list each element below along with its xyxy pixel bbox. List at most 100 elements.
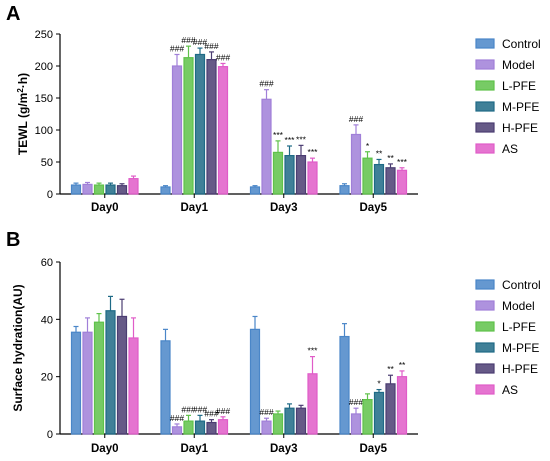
legend-label-h-pfe: H-PFE [502, 121, 538, 135]
y-tick-label: 40 [41, 314, 53, 326]
significance-label: ** [387, 153, 394, 163]
legend-swatch-m-pfe [475, 342, 495, 353]
bar-control-day1 [160, 186, 171, 195]
y-axis-label: Surface hydration(AU) [11, 284, 25, 411]
legend-swatch-as [475, 384, 495, 395]
legend-label-as: AS [502, 142, 518, 156]
significance-label: *** [397, 157, 408, 167]
legend-swatch-h-pfe [475, 363, 495, 374]
bar-model-day0 [82, 183, 93, 195]
bar-model-day3 [261, 98, 272, 195]
bar-model-day3 [261, 420, 272, 435]
legend-swatch-model [475, 300, 495, 311]
bar-h-pfe-day0 [116, 315, 128, 435]
significance-label: ### [204, 41, 218, 51]
significance-label: ** [376, 148, 383, 158]
y-axis-label: TEWL (g/m2·h) [16, 73, 31, 155]
y-tick-label: 0 [47, 189, 53, 201]
panel-label: A [6, 3, 20, 25]
bar-as-day0 [128, 337, 139, 435]
bar-control-day1 [160, 340, 171, 435]
significance-label: ### [259, 79, 273, 89]
bar-model-day1 [171, 426, 183, 435]
significance-label: ### [349, 114, 363, 124]
legend-swatch-h-pfe [475, 122, 495, 133]
bar-h-pfe-day1 [206, 421, 217, 435]
bar-m-pfe-day1 [194, 53, 206, 195]
significance-label: * [377, 379, 381, 389]
legend-label-as: AS [502, 383, 518, 397]
bar-h-pfe-day5 [385, 383, 396, 435]
x-category-label: Day0 [91, 202, 119, 214]
legend-swatch-as [475, 143, 495, 154]
significance-label: ### [216, 406, 230, 416]
x-category-label: Day3 [270, 202, 298, 214]
x-category-label: Day5 [360, 443, 388, 455]
bar-h-pfe-day5 [385, 167, 396, 195]
legend: Control Model L-PFE M-PFE H-PFE AS [475, 278, 541, 397]
significance-label: ### [170, 413, 184, 423]
x-category-label: Day1 [181, 443, 209, 455]
bar-as-day5 [396, 376, 408, 435]
panel-label: B [6, 229, 20, 251]
bar-m-pfe-day5 [373, 391, 385, 435]
bar-h-pfe-day3 [295, 407, 307, 435]
bar-l-pfe-day1 [183, 420, 194, 435]
bar-model-day5 [350, 133, 362, 195]
bar-m-pfe-day0 [105, 310, 116, 435]
panel-b: B 0 20 40 60 Surface hydration(AU) Day0 Day1 ###… [6, 229, 541, 455]
bar-h-pfe-day0 [116, 185, 128, 195]
bar-control-day5 [339, 335, 350, 435]
significance-label: ### [193, 37, 207, 47]
y-tick-label: 100 [35, 125, 53, 137]
bar-l-pfe-day0 [93, 321, 105, 435]
bar-l-pfe-day5 [362, 157, 373, 195]
x-category-label: Day3 [270, 443, 298, 455]
significance-label: ### [193, 404, 207, 414]
bar-model-day5 [350, 413, 362, 435]
bar-m-pfe-day3 [284, 155, 295, 195]
bar-m-pfe-day3 [284, 407, 295, 435]
bar-l-pfe-day1 [183, 57, 194, 195]
significance-label: ### [259, 407, 273, 417]
significance-label: *** [296, 134, 307, 144]
legend-swatch-control [475, 38, 495, 49]
significance-label: *** [308, 147, 319, 157]
y-tick-label: 20 [41, 372, 53, 384]
y-tick-label: 250 [35, 29, 53, 41]
bar-m-pfe-day0 [105, 184, 116, 195]
significance-label: * [366, 141, 370, 151]
x-category-label: Day1 [181, 202, 209, 214]
legend-swatch-l-pfe [475, 80, 495, 91]
bar-l-pfe-day3 [272, 413, 284, 435]
bar-as-day3 [307, 161, 318, 195]
bar-l-pfe-day3 [272, 151, 284, 195]
y-tick-label: 150 [35, 93, 53, 105]
significance-label: ### [181, 35, 195, 45]
significance-label: ### [216, 52, 230, 62]
legend-label-m-pfe: M-PFE [502, 100, 539, 114]
legend-label-l-pfe: L-PFE [502, 320, 536, 334]
bar-h-pfe-day3 [295, 155, 307, 195]
bar-model-day1 [171, 65, 183, 195]
y-tick-label: 200 [35, 61, 53, 73]
legend-label-h-pfe: H-PFE [502, 362, 538, 376]
bar-as-day1 [217, 66, 229, 195]
bar-as-day3 [307, 373, 318, 435]
significance-label: *** [285, 135, 296, 145]
significance-label: *** [273, 130, 284, 140]
legend-label-control: Control [502, 37, 541, 51]
y-tick-label: 50 [41, 157, 53, 169]
significance-label: ** [399, 360, 406, 370]
bar-as-day1 [217, 419, 229, 435]
bar-model-day0 [82, 331, 93, 435]
legend-label-control: Control [502, 278, 541, 292]
y-tick-label: 60 [41, 257, 53, 269]
bar-as-day0 [128, 178, 139, 195]
significance-label: ** [387, 364, 394, 374]
bar-l-pfe-day0 [93, 184, 105, 195]
x-category-label: Day5 [360, 202, 388, 214]
legend-swatch-control [475, 279, 495, 290]
significance-label: ### [181, 404, 195, 414]
